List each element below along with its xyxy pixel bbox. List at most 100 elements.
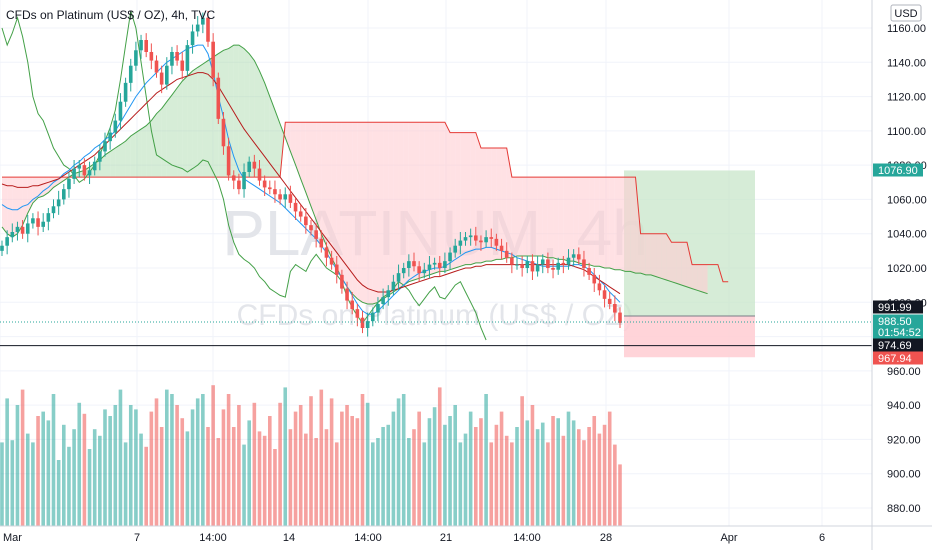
- cloud-segment: [295, 122, 301, 179]
- cloud-segment: [177, 81, 183, 178]
- cloud-segment: [620, 177, 626, 272]
- cloud-segment: [697, 264, 703, 292]
- volume-bar: [72, 429, 76, 526]
- cloud-segment: [589, 177, 595, 267]
- candle-body: [185, 45, 190, 71]
- candle-body: [149, 52, 154, 61]
- time-tick-label: 14:00: [199, 532, 227, 544]
- cloud-segment: [686, 242, 693, 289]
- horizontal-line[interactable]: [0, 321, 872, 347]
- candle-body: [82, 165, 87, 176]
- volume-bar: [262, 435, 267, 526]
- volume-bar: [180, 418, 185, 526]
- candle-body: [283, 194, 288, 200]
- volume-bar: [293, 411, 298, 526]
- candle-body: [20, 226, 25, 234]
- price-tag-target-bg: [873, 163, 923, 177]
- candle-body: [561, 262, 566, 265]
- price-tick-label: 960.00: [887, 366, 921, 378]
- time-axis[interactable]: Mar 7 14:00 14 14:00 21 14:00 28 Apr 6: [3, 532, 825, 544]
- candle-body: [468, 235, 473, 238]
- time-tick-label: Mar: [3, 532, 22, 544]
- candle-body: [360, 317, 365, 328]
- watermark-description: CFDs on Platinum (US$ / OZ): [237, 299, 634, 332]
- cloud-segment: [470, 132, 476, 265]
- volume-bar: [515, 427, 519, 526]
- candle-body: [422, 269, 427, 274]
- cloud-segment: [156, 108, 162, 178]
- volume-bar: [546, 442, 550, 526]
- candle-body: [458, 240, 463, 246]
- candle-body: [345, 288, 349, 301]
- candle-body: [540, 259, 545, 265]
- candle-body: [5, 237, 9, 246]
- volume-bar: [288, 429, 293, 526]
- price-tag-last-bg: [873, 314, 923, 328]
- candle-body: [293, 202, 298, 212]
- volume-bar: [489, 442, 494, 526]
- cloud-segment: [274, 110, 281, 178]
- volume-bars: [0, 385, 622, 526]
- volume-bar: [468, 411, 473, 526]
- cloud-segment: [614, 177, 620, 270]
- price-tag-stop-bg: [873, 351, 923, 365]
- volume-bar: [551, 416, 555, 526]
- candle-body: [139, 40, 143, 51]
- price-axis[interactable]: 1160.001140.001120.001100.001080.001060.…: [887, 23, 927, 515]
- cloud-segment: [146, 120, 152, 178]
- price-tag-stop: 967.94: [878, 353, 912, 365]
- volume-bar: [82, 413, 87, 526]
- cloud-segment: [491, 148, 497, 262]
- candle-body: [211, 41, 215, 78]
- currency-badge[interactable]: [890, 4, 922, 22]
- volume-bar: [195, 398, 200, 526]
- volume-bar: [494, 424, 499, 526]
- volume-bar: [25, 433, 30, 526]
- cloud-segment: [424, 122, 430, 277]
- cloud-segment: [352, 122, 358, 299]
- candle-body: [587, 268, 591, 275]
- candle-body: [221, 118, 226, 147]
- volume-bar: [371, 442, 375, 526]
- cloud-segment: [558, 177, 564, 260]
- volume-bar: [159, 427, 164, 526]
- candle-body: [247, 161, 251, 172]
- volume-bar: [504, 435, 509, 526]
- volume-bar: [556, 418, 560, 526]
- volume-bar: [319, 389, 324, 526]
- candle-body: [118, 101, 123, 121]
- cloud-segment: [671, 242, 677, 284]
- cloud-segment: [388, 122, 394, 296]
- cloud-segment: [120, 141, 126, 178]
- volume-bar: [499, 411, 504, 526]
- volume-bar: [540, 422, 545, 526]
- price-tag-countdown-bg: [873, 325, 923, 339]
- cloud-segment: [640, 233, 646, 275]
- time-tick-label: 14:00: [513, 532, 541, 544]
- candle-body: [170, 52, 174, 66]
- cloud-segment: [141, 125, 147, 178]
- volume-bar: [247, 420, 251, 526]
- candle-body: [77, 165, 82, 169]
- cloud-segment: [573, 177, 579, 263]
- cloud-segment: [7, 177, 13, 238]
- price-tick-label: 1100.00: [887, 126, 926, 138]
- volume-bar: [139, 433, 143, 526]
- volume-bar: [144, 446, 148, 526]
- cloud-segment: [367, 122, 373, 305]
- volume-bar: [149, 411, 154, 526]
- volume-bar: [108, 416, 112, 526]
- volume-bar: [170, 394, 174, 526]
- cloud-segment: [625, 177, 631, 272]
- volume-bar: [407, 438, 411, 526]
- candle-body: [67, 178, 71, 190]
- volume-bar: [314, 438, 318, 526]
- volume-bar: [376, 438, 380, 526]
- price-tick-label: 1040.00: [887, 229, 927, 241]
- candle-body: [427, 264, 432, 270]
- candle-body: [144, 40, 148, 52]
- candle-body: [355, 309, 360, 318]
- cloud-segment: [171, 88, 178, 178]
- volume-bar: [350, 416, 354, 526]
